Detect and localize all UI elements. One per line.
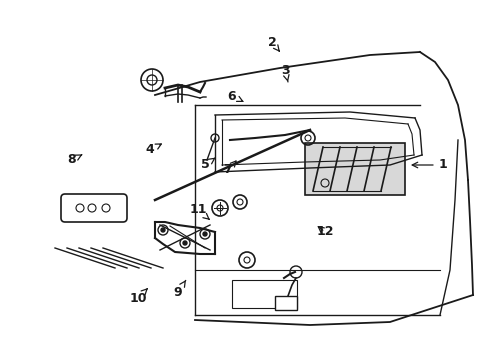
FancyBboxPatch shape [61, 194, 127, 222]
Bar [231, 280, 296, 308]
Circle shape [203, 232, 206, 236]
Text: 12: 12 [316, 225, 333, 238]
Text: 2: 2 [267, 36, 279, 51]
Circle shape [161, 228, 164, 232]
Text: 10: 10 [129, 289, 147, 305]
Text: 6: 6 [227, 90, 242, 103]
Text: 1: 1 [411, 158, 447, 171]
Text: 8: 8 [67, 153, 81, 166]
Text: 4: 4 [145, 144, 161, 157]
Text: 5: 5 [200, 158, 214, 171]
Circle shape [183, 241, 186, 245]
Text: 9: 9 [173, 280, 185, 298]
Text: 3: 3 [280, 63, 289, 82]
Text: 11: 11 [189, 203, 209, 220]
Bar [274, 296, 296, 310]
Text: 7: 7 [223, 161, 236, 176]
Bar [305, 143, 404, 195]
